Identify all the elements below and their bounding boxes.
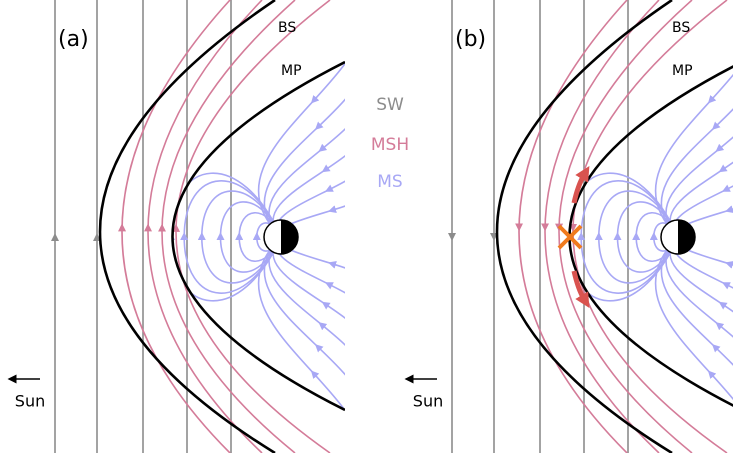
panel-a xyxy=(55,0,365,453)
bs-label: BS xyxy=(278,20,296,36)
planet-night xyxy=(281,220,298,254)
panel-label: (b) xyxy=(455,27,486,52)
mp-label: MP xyxy=(281,63,302,79)
ms-arrow xyxy=(325,304,326,305)
ms-arrow xyxy=(715,347,717,348)
ms-arrow xyxy=(314,373,316,375)
sun-label: Sun xyxy=(15,392,45,411)
ms-arrow xyxy=(711,373,713,375)
ms-arrow xyxy=(722,304,723,305)
ms-arrow xyxy=(722,169,723,170)
ms-open-line xyxy=(666,104,733,237)
legend-ms: MS xyxy=(377,172,402,192)
ms-open-line xyxy=(264,69,365,237)
ms-arrow xyxy=(715,126,717,127)
ms-arrow xyxy=(325,169,326,170)
ms-open-line xyxy=(269,104,365,237)
ms-arrow xyxy=(318,347,320,348)
ms-arrow xyxy=(719,148,720,149)
ms-open-line xyxy=(269,237,365,370)
ms-arrow xyxy=(726,189,727,190)
ms-arrow xyxy=(314,99,316,101)
ms-arrow xyxy=(719,325,720,326)
ms-lines xyxy=(568,27,733,447)
figure: (a) BS MP Sun (b) BS MP Sun SW MSH MS xyxy=(0,0,733,453)
msh-line xyxy=(176,0,330,453)
ms-open-line xyxy=(264,237,365,405)
ms-arrow xyxy=(322,325,323,326)
panel-label: (a) xyxy=(58,27,89,52)
ms-arrow xyxy=(318,126,320,127)
ms-arrow xyxy=(329,189,330,190)
ms-arrow xyxy=(711,99,713,101)
ms-arrow xyxy=(726,284,727,285)
msh-line xyxy=(573,0,727,453)
msh-line xyxy=(148,0,262,453)
ms-arrow xyxy=(329,284,330,285)
sun-label: Sun xyxy=(413,392,443,411)
ms-open-line xyxy=(666,237,733,370)
legend-sw: SW xyxy=(376,95,404,115)
planet-night xyxy=(678,220,695,254)
ms-arrow xyxy=(322,148,323,149)
legend-msh: MSH xyxy=(371,135,409,155)
mp-label: MP xyxy=(672,63,693,79)
bs-label: BS xyxy=(672,20,690,36)
magnetopause xyxy=(173,62,346,410)
